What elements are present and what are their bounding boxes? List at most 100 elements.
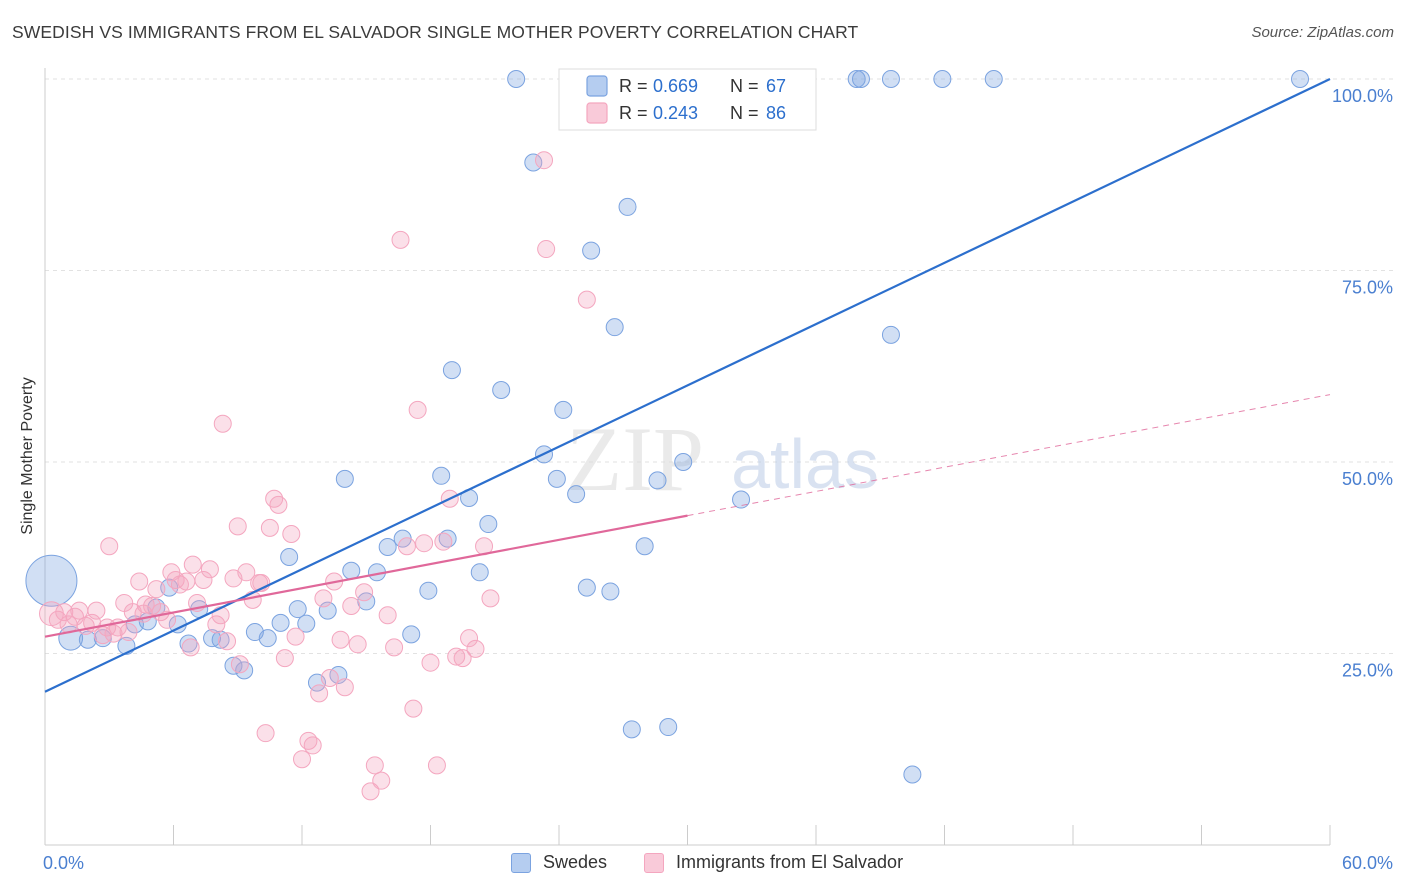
- point-el-salvador-61: [385, 638, 404, 657]
- point-swedes-62: [903, 765, 922, 784]
- point-swedes-14: [224, 656, 243, 675]
- point-el-salvador-48: [310, 684, 329, 703]
- point-swedes-61: [881, 70, 900, 88]
- point-el-salvador-1: [48, 610, 67, 629]
- point-el-salvador-29: [200, 560, 219, 579]
- point-el-salvador-47: [303, 736, 322, 755]
- point-el-salvador-19: [147, 580, 166, 599]
- point-el-salvador-55: [348, 635, 367, 654]
- point-el-salvador-8: [87, 601, 106, 620]
- legend-n-value-el-salvador: 86: [766, 103, 786, 123]
- point-swedes-55: [674, 453, 693, 471]
- point-el-salvador-68: [427, 756, 446, 775]
- watermark-zip: ZIP: [566, 408, 704, 510]
- point-el-salvador-77: [100, 537, 119, 556]
- point-el-salvador-59: [372, 771, 391, 790]
- x-tick-label-1: 60.0%: [1342, 853, 1393, 873]
- point-el-salvador-58: [365, 756, 384, 775]
- point-swedes-63: [933, 70, 952, 88]
- y-tick-label-3: 100.0%: [1332, 86, 1393, 106]
- legend-r-value-swedes: 0.669: [653, 76, 698, 96]
- point-el-salvador-64: [404, 699, 423, 718]
- point-el-salvador-72: [453, 649, 472, 668]
- point-swedes-44: [554, 400, 573, 419]
- point-swedes-59: [851, 70, 870, 88]
- point-swedes-41: [524, 153, 543, 172]
- y-tick-label-0: 25.0%: [1342, 661, 1393, 681]
- legend-r-value-el-salvador: 0.243: [653, 103, 698, 123]
- legend-r-label-el-salvador: R =: [619, 103, 648, 123]
- point-el-salvador-79: [181, 638, 200, 657]
- point-el-salvador-83: [535, 151, 554, 170]
- point-swedes-35: [442, 361, 461, 380]
- point-el-salvador-44: [286, 627, 305, 646]
- point-swedes-54: [659, 718, 678, 737]
- legend-swatch-el-salvador: [586, 102, 608, 124]
- point-swedes-0: [25, 554, 78, 607]
- x-tick-label-0: 0.0%: [43, 853, 84, 873]
- point-swedes-39: [492, 380, 511, 399]
- point-swedes-38: [479, 515, 498, 534]
- point-el-salvador-52: [331, 630, 350, 649]
- trend-line-el-salvador: [44, 514, 688, 638]
- bottom-legend-label-swedes: Swedes: [543, 852, 608, 872]
- point-el-salvador-56: [355, 583, 374, 602]
- point-el-salvador-53: [335, 678, 354, 697]
- legend-swatch-swedes: [586, 75, 608, 97]
- watermark-atlas: atlas: [731, 425, 879, 503]
- chart-source: Source: ZipAtlas.com: [1251, 24, 1394, 41]
- point-swedes-18: [271, 613, 290, 632]
- point-el-salvador-74: [466, 639, 485, 658]
- trend-lines: [44, 78, 1331, 693]
- point-swedes-51: [622, 720, 641, 739]
- point-swedes-21: [297, 614, 316, 633]
- point-el-salvador-5: [70, 601, 89, 620]
- bottom-legend-swatch-swedes: [511, 852, 531, 873]
- bottom-legend-swatch-el-salvador: [644, 852, 664, 873]
- point-el-salvador-81: [228, 517, 247, 536]
- point-swedes-8: [160, 578, 179, 597]
- point-swedes-43: [547, 469, 566, 488]
- point-swedes-49: [605, 318, 624, 337]
- point-el-salvador-32: [218, 632, 237, 651]
- point-el-salvador-45: [293, 750, 311, 769]
- point-swedes-50: [618, 197, 637, 216]
- chart-title: SWEDISH VS IMMIGRANTS FROM EL SALVADOR S…: [12, 22, 859, 42]
- point-el-salvador-14: [119, 623, 138, 642]
- point-el-salvador-42: [275, 649, 294, 668]
- legend-r-label-swedes: R =: [619, 76, 648, 96]
- watermark: ZIP atlas: [566, 408, 879, 510]
- y-tick-label-2: 75.0%: [1342, 278, 1393, 298]
- point-el-salvador-43: [282, 525, 301, 544]
- y-tick-label-1: 50.0%: [1342, 469, 1393, 489]
- point-el-salvador-38: [256, 724, 275, 743]
- point-el-salvador-69: [434, 532, 453, 551]
- point-swedes-25: [335, 469, 354, 488]
- point-swedes-65: [1291, 70, 1310, 88]
- point-el-salvador-30: [207, 615, 226, 634]
- point-swedes-31: [402, 625, 421, 644]
- point-el-salvador-65: [408, 400, 427, 419]
- trend-line-swedes: [44, 78, 1331, 693]
- point-el-salvador-62: [391, 230, 410, 249]
- point-el-salvador-57: [361, 782, 380, 801]
- point-swedes-33: [432, 466, 451, 485]
- point-el-salvador-26: [183, 555, 202, 574]
- point-swedes-45: [567, 485, 586, 504]
- point-el-salvador-25: [177, 572, 196, 591]
- point-swedes-2: [78, 630, 97, 649]
- bottom-legend-item-el-salvador: Immigrants from El Salvador: [644, 852, 903, 873]
- legend-n-label-swedes: N =: [730, 76, 759, 96]
- point-el-salvador-73: [460, 629, 479, 648]
- legend-n-value-swedes: 67: [766, 76, 786, 96]
- point-swedes-20: [288, 600, 307, 619]
- point-el-salvador-66: [415, 534, 434, 553]
- point-el-salvador-67: [421, 653, 440, 672]
- point-swedes-48: [601, 582, 620, 601]
- point-el-salvador-85: [577, 290, 596, 309]
- point-swedes-19: [280, 547, 299, 566]
- point-el-salvador-63: [397, 537, 416, 556]
- legend: R = 0.669 N = 67 R = 0.243 N = 86: [558, 68, 817, 131]
- point-el-salvador-60: [378, 606, 397, 625]
- point-swedes-53: [648, 471, 667, 490]
